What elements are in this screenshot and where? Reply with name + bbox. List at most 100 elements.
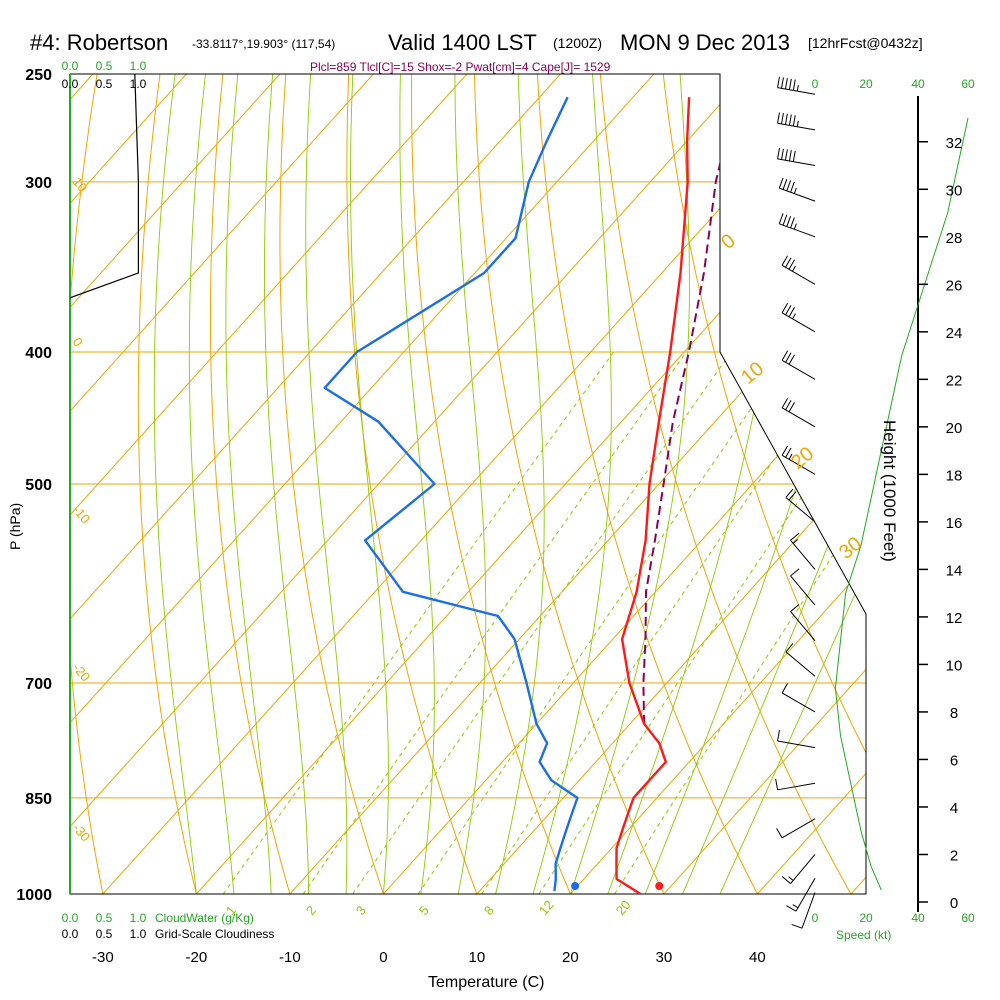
wind-barb-half-flag	[788, 453, 793, 460]
mixing-ratio-label: 3	[353, 903, 369, 918]
mixing-ratio-line	[538, 351, 866, 894]
isotherm-line	[850, 74, 866, 894]
wind-barb-flag	[790, 568, 800, 577]
wind-barb-flag	[777, 76, 780, 88]
mixing-ratio-label: 12	[536, 897, 557, 918]
utc-time: (1200Z)	[553, 35, 602, 51]
wind-barb	[781, 398, 816, 428]
wind-barb	[781, 445, 816, 475]
wind-barb	[785, 488, 816, 523]
wind-barb	[791, 892, 816, 929]
dry-adiabat-label: 20	[787, 443, 818, 474]
wind-barb-flag	[788, 259, 795, 270]
speed-label: Speed (kt)	[836, 928, 891, 942]
cloudwater-label: CloudWater (g/Kg)	[155, 911, 254, 925]
wind-barb-flag	[786, 180, 792, 192]
wind-barb	[786, 877, 816, 912]
wind-barb-flag	[788, 354, 795, 365]
surface-temperature-dot	[655, 882, 664, 890]
x-tick-label: -10	[279, 949, 301, 966]
wind-barb-half-flag	[793, 187, 797, 194]
pressure-tick-label: 400	[25, 345, 52, 362]
wind-barb-staff	[790, 854, 816, 884]
wind-barb-flag	[790, 217, 795, 229]
moist-adiabat-line	[399, 74, 435, 894]
cloud-scale-label: 0.0	[62, 77, 79, 91]
wind-barb-staff	[790, 611, 816, 641]
wind-barb-flag	[785, 352, 792, 363]
wind-barb	[777, 112, 816, 131]
height-tick-label: 28	[946, 230, 963, 247]
wind-barb-staff	[785, 651, 816, 677]
wind-barb	[781, 350, 816, 380]
wind-barb-flag	[781, 303, 789, 314]
wind-barb-flag	[782, 179, 788, 190]
wind-barb	[777, 76, 816, 95]
wind-barb	[778, 213, 816, 238]
height-tick-label: 18	[946, 467, 963, 484]
dry-adiabat-line	[972, 50, 1000, 923]
x-tick-label: 0	[379, 949, 387, 966]
pressure-tick-label: 250	[25, 67, 52, 84]
wind-barb-staff	[781, 407, 816, 428]
wind-barb-staff	[779, 187, 816, 202]
wind-barb-staff	[777, 740, 816, 749]
cloudiness-label: Grid-Scale Cloudiness	[155, 927, 274, 941]
speed-tick-label: 40	[911, 911, 925, 925]
stability-indices: Plcl=859 Tlcl[C]=15 Shox=-2 Pwat[cm]=4 C…	[310, 60, 611, 74]
wind-barb-flag	[781, 148, 784, 160]
wind-barb-half-flag	[796, 85, 799, 92]
wind-barb-flag	[781, 350, 789, 361]
wind-barb-staff	[781, 454, 816, 475]
surface-dewpoint-dot	[571, 882, 580, 890]
station-coords: -33.8117°,19.903° (117,54)	[192, 37, 335, 51]
cloud-scale-label: 0.5	[96, 911, 113, 925]
isotherm-line	[663, 74, 866, 894]
dry-adiabat-line	[137, 74, 205, 894]
temperature-line	[615, 97, 691, 894]
wind-barb-flag	[788, 491, 797, 501]
dry-adiabat-line	[279, 74, 394, 894]
dry-adiabat-line	[846, 74, 866, 894]
x-tick-label: 40	[749, 949, 766, 966]
moist-adiabat-line	[153, 74, 197, 894]
height-tick-label: 22	[946, 372, 963, 389]
isotherm-line	[70, 74, 281, 894]
height-tick-label: 12	[946, 610, 963, 627]
wind-barb-flag	[781, 876, 791, 884]
moist-adiabat-line	[305, 74, 348, 894]
dry-adiabat-line	[410, 74, 584, 894]
wind-barb-staff	[790, 539, 816, 570]
wind-barb-flag	[788, 307, 795, 318]
wind-barb-staff	[777, 87, 816, 95]
dry-adiabat-line	[660, 74, 866, 894]
wind-barb-staff	[781, 359, 816, 380]
wind-barb-flag	[775, 778, 779, 790]
cloud-scale-label: 0.0	[62, 927, 79, 941]
wind-barb	[777, 147, 816, 167]
cloud-scale-label: 0.0	[62, 59, 79, 73]
grid-layer	[70, 50, 1000, 923]
wind-barb-staff	[781, 312, 816, 333]
moist-adiabat-line	[225, 74, 272, 894]
wind-barb-flag	[781, 683, 789, 694]
wind-barb-flag	[792, 115, 796, 127]
height-tick-label: 8	[950, 705, 958, 722]
x-tick-label: -20	[186, 949, 208, 966]
wind-barb-flag	[788, 78, 792, 90]
valid-time: Valid 1400 LST	[388, 30, 537, 55]
height-tick-label: 16	[946, 515, 963, 532]
wind-barb-flag	[790, 532, 800, 541]
wind-barb-flag	[791, 923, 803, 929]
dry-adiabat-line	[70, 74, 110, 894]
wind-layer	[775, 76, 969, 929]
wind-speed-line	[834, 117, 969, 891]
wind-barb-flag	[786, 905, 797, 912]
mixing-ratio-label: 2	[303, 903, 319, 918]
wind-barb-half-flag	[792, 265, 796, 272]
wind-barb-flag	[777, 730, 780, 742]
moist-adiabat-line	[532, 74, 612, 894]
moist-adiabat-line	[569, 74, 690, 894]
wind-barb	[781, 854, 816, 884]
